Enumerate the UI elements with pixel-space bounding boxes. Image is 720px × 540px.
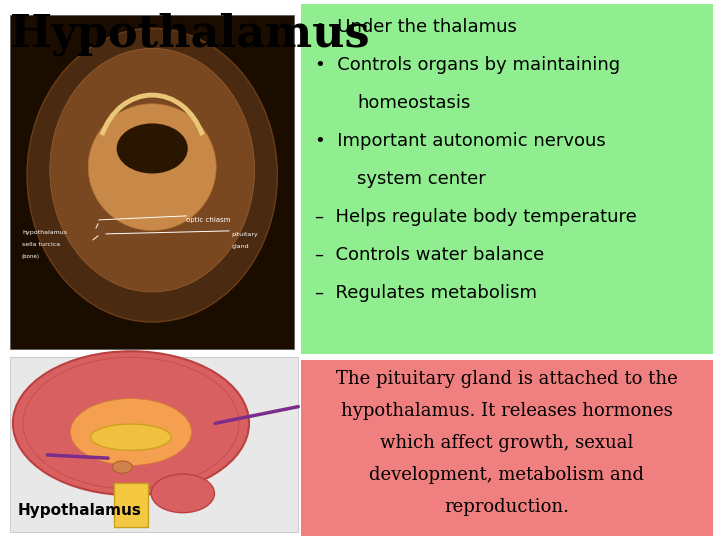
Text: hypothalamus: hypothalamus bbox=[22, 230, 67, 235]
Ellipse shape bbox=[27, 28, 277, 322]
Text: gland: gland bbox=[232, 244, 249, 249]
Text: –  Regulates metabolism: – Regulates metabolism bbox=[315, 284, 537, 302]
Text: –  Controls water balance: – Controls water balance bbox=[315, 246, 544, 264]
Ellipse shape bbox=[112, 461, 132, 473]
Text: The pituitary gland is attached to the: The pituitary gland is attached to the bbox=[336, 370, 678, 388]
Ellipse shape bbox=[91, 424, 171, 450]
Text: homeostasis: homeostasis bbox=[357, 94, 470, 112]
Text: development, metabolism and: development, metabolism and bbox=[369, 466, 644, 484]
Text: hypothalamus. It releases hormones: hypothalamus. It releases hormones bbox=[341, 402, 672, 420]
Text: –  Helps regulate body temperature: – Helps regulate body temperature bbox=[315, 208, 636, 226]
FancyArrowPatch shape bbox=[215, 407, 298, 423]
Ellipse shape bbox=[89, 104, 216, 231]
Bar bbox=[10, 15, 294, 349]
Text: Hypothalamus: Hypothalamus bbox=[10, 12, 371, 56]
Text: reproduction.: reproduction. bbox=[444, 498, 570, 516]
Text: (bone): (bone) bbox=[22, 254, 40, 259]
Text: optic chiasm: optic chiasm bbox=[186, 217, 231, 223]
Text: system center: system center bbox=[357, 170, 486, 188]
Text: •  Important autonomic nervous: • Important autonomic nervous bbox=[315, 132, 606, 150]
Text: •  Controls organs by maintaining: • Controls organs by maintaining bbox=[315, 56, 620, 74]
Bar bbox=[114, 483, 148, 527]
Ellipse shape bbox=[13, 351, 249, 495]
Bar bbox=[301, 360, 713, 536]
Text: Hypothalamus: Hypothalamus bbox=[18, 503, 142, 518]
Ellipse shape bbox=[151, 474, 215, 512]
Text: sella turcica: sella turcica bbox=[22, 242, 60, 247]
Ellipse shape bbox=[50, 49, 255, 292]
Ellipse shape bbox=[117, 124, 188, 173]
Bar bbox=[10, 356, 298, 532]
Text: pituitary: pituitary bbox=[232, 232, 258, 237]
Bar bbox=[301, 4, 713, 354]
Ellipse shape bbox=[71, 399, 192, 465]
Text: •  Under the thalamus: • Under the thalamus bbox=[315, 18, 517, 36]
Text: which affect growth, sexual: which affect growth, sexual bbox=[380, 434, 634, 452]
FancyArrowPatch shape bbox=[48, 455, 108, 458]
